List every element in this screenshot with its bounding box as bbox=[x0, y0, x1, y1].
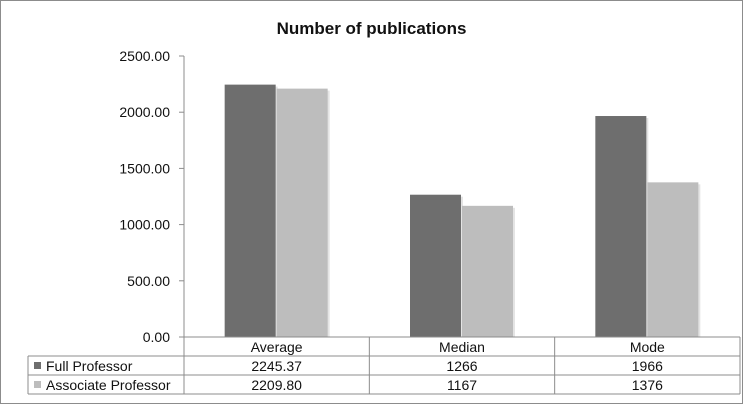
bar-full-professor-average bbox=[224, 84, 276, 337]
bar-full-professor-mode bbox=[595, 116, 647, 337]
y-tick-label: 0.00 bbox=[143, 329, 170, 345]
data-table-value: 1167 bbox=[447, 377, 477, 393]
x-category-label: Median bbox=[439, 339, 485, 355]
y-tick-label: 1500.00 bbox=[119, 160, 170, 176]
y-tick-label: 2000.00 bbox=[119, 104, 170, 120]
legend-swatch bbox=[34, 381, 41, 388]
data-table-value: 1966 bbox=[632, 358, 663, 374]
chart-title: Number of publications bbox=[276, 19, 467, 38]
x-category-label: Average bbox=[251, 339, 303, 355]
y-tick-label: 1000.00 bbox=[119, 217, 170, 233]
y-tick-label: 500.00 bbox=[127, 273, 170, 289]
data-table-value: 2209.80 bbox=[251, 377, 302, 393]
legend-label: Associate Professor bbox=[46, 377, 171, 393]
bar-associate-professor-median bbox=[462, 205, 513, 337]
bar-full-professor-median bbox=[410, 194, 461, 337]
legend-label: Full Professor bbox=[46, 358, 133, 374]
legend-swatch bbox=[34, 362, 41, 369]
data-table-value: 2245.37 bbox=[251, 358, 302, 374]
data-table-value: 1266 bbox=[446, 358, 477, 374]
bar-associate-professor-mode bbox=[647, 182, 699, 337]
bar-associate-professor-average bbox=[276, 88, 328, 338]
x-category-label: Mode bbox=[630, 339, 665, 355]
data-table-value: 1376 bbox=[632, 377, 663, 393]
y-tick-label: 2500.00 bbox=[119, 48, 170, 64]
